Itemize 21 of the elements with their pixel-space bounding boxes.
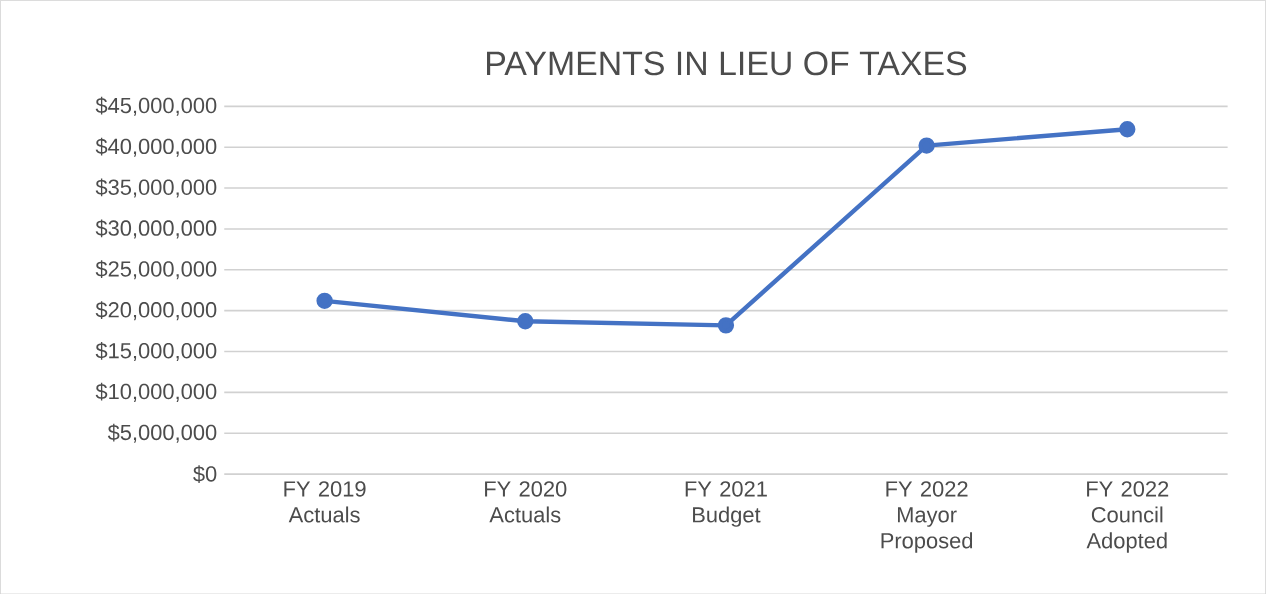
x-tick-label: FY 2020 Actuals (485, 480, 567, 523)
y-tick-label: $45,000,000 (95, 96, 217, 116)
y-tick-label: $25,000,000 (95, 260, 217, 280)
point (517, 312, 534, 330)
y-tick-label: $5,000,000 (107, 423, 217, 443)
y-tick-label: $20,000,000 (95, 300, 217, 320)
point (1119, 120, 1136, 138)
point (717, 316, 735, 334)
x-tick-label: FY 2021 Budget (685, 480, 767, 527)
x-tick-label: FY 2022 Mayor Proposed (881, 480, 973, 553)
y-tick-label: $35,000,000 (95, 178, 217, 198)
y-tick-label: $10,000,000 (95, 382, 217, 402)
y-tick-label: $30,000,000 (95, 219, 217, 239)
y-tick-label: $15,000,000 (95, 341, 217, 361)
x-tick-label: FY 2022 Council Adopted (1086, 480, 1169, 553)
x-tick-label: FY 2019 Actuals (284, 480, 366, 523)
chart-title: PAYMENTS IN LIEU OF TAXES (487, 51, 967, 76)
point (316, 292, 333, 309)
y-tick-label: $0 (193, 465, 217, 483)
y-tick-label: $40,000,000 (95, 137, 217, 157)
point (918, 137, 935, 154)
